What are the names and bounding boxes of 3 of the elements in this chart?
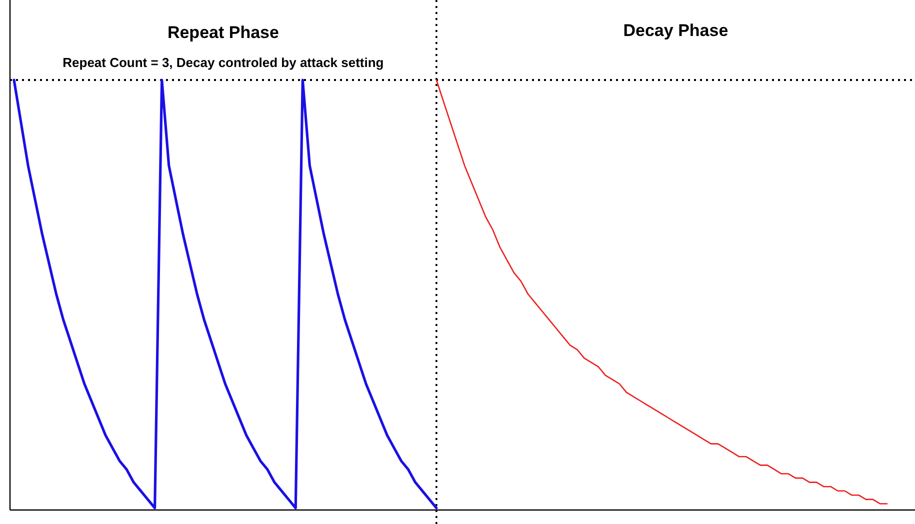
text: Decay Phase [623,21,728,40]
text: Repeat Phase [167,23,279,42]
text: Repeat Count = 3, Decay controled by attack setting [62,55,384,70]
